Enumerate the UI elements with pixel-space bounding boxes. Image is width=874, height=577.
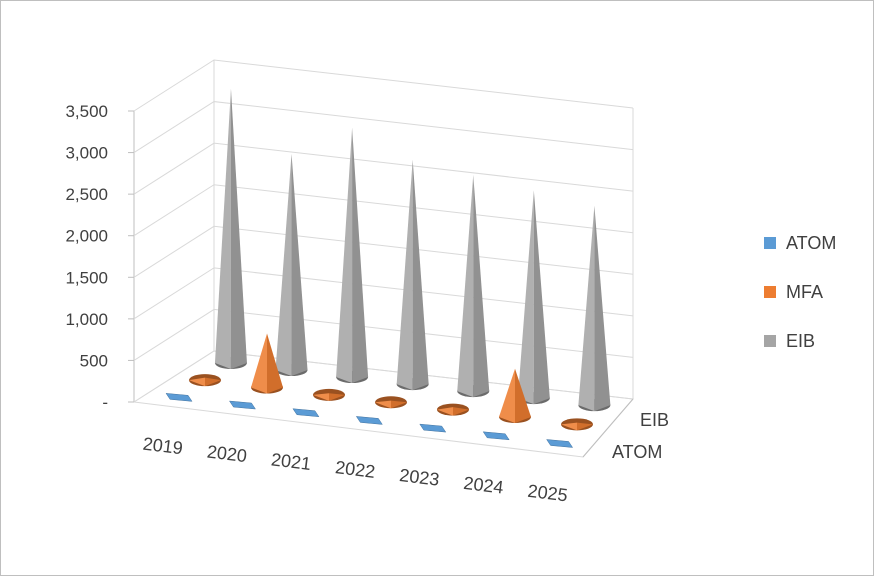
zero-marker: [292, 408, 320, 418]
cone-right-face: [594, 205, 611, 412]
cone-MFA-2024: [499, 368, 531, 423]
depth-tick-label: ATOM: [612, 442, 662, 462]
data-marks: [165, 88, 611, 448]
gridlines: [133, 59, 634, 403]
cone-left-face: [313, 393, 329, 401]
y-tick-label: 1,500: [65, 268, 108, 287]
cone-ATOM-2021: [292, 408, 320, 418]
x-tick-label: 2023: [398, 465, 440, 490]
cone-right-face: [230, 88, 247, 370]
cone-left-face: [189, 377, 205, 387]
y-tick-label: 2,000: [65, 227, 108, 246]
cone-ATOM-2025: [546, 439, 574, 448]
cone-MFA-2020: [251, 333, 283, 394]
cone-right-face: [453, 407, 469, 416]
cone-left-face: [437, 407, 453, 416]
cone-left-face: [251, 333, 267, 394]
gridline: [133, 59, 634, 112]
cone-EIB-2022: [396, 159, 429, 391]
cone-left-face: [275, 153, 292, 377]
cone-right-face: [577, 422, 593, 431]
cone-EIB-2024: [517, 190, 550, 405]
depth-axis-line: [582, 398, 634, 458]
cone-right-face: [329, 393, 345, 401]
cone-MFA-2019: [189, 374, 221, 387]
gridline: [133, 184, 634, 237]
gridline: [133, 308, 634, 361]
cone-EIB-2025: [578, 205, 611, 412]
cone-EIB-2020: [275, 153, 308, 377]
y-tick-label: 2,500: [65, 185, 108, 204]
cone-EIB-2019: [214, 88, 247, 370]
x-tick-label: 2021: [270, 449, 312, 474]
legend-label-MFA: MFA: [786, 282, 823, 302]
depth-axis-ticks: EIB ATOM: [582, 398, 669, 462]
cone-right-face: [352, 127, 369, 384]
cone-EIB-2021: [336, 127, 369, 384]
zero-marker: [482, 431, 510, 441]
cone-left-face: [517, 190, 534, 405]
cone-left-face: [336, 127, 353, 384]
zero-marker: [165, 393, 193, 402]
y-tick-label: 3,000: [65, 144, 108, 163]
cone-ATOM-2019: [165, 393, 193, 402]
cone-MFA-2022: [375, 396, 407, 409]
legend-label-ATOM: ATOM: [786, 233, 836, 253]
zero-marker: [419, 423, 447, 433]
y-axis-ticks: - 500 1,000 1,500 2,000 2,500 3,000 3,500: [65, 102, 134, 412]
legend-swatch-MFA: [764, 286, 776, 298]
cone-MFA-2025: [561, 418, 593, 431]
x-tick-label: 2025: [527, 481, 569, 506]
cone-left-face: [375, 400, 391, 409]
x-tick-label: 2019: [142, 434, 184, 459]
cone-left-face: [457, 174, 474, 398]
cone-right-face: [515, 368, 531, 423]
depth-tick-label: EIB: [640, 410, 669, 430]
gridline: [133, 225, 634, 278]
zero-marker: [228, 400, 256, 410]
x-tick-label: 2024: [462, 473, 504, 498]
cone-left-face: [578, 205, 595, 412]
cone-MFA-2023: [437, 403, 469, 416]
cone-right-face: [533, 190, 550, 405]
gridline: [133, 101, 634, 153]
gridline: [133, 350, 634, 403]
cone-right-face: [291, 153, 308, 377]
y-tick-label: -: [102, 393, 108, 412]
cone-ATOM-2022: [355, 416, 383, 425]
cone-left-face: [214, 88, 231, 370]
cone-EIB-2023: [457, 174, 490, 398]
legend-swatch-ATOM: [764, 237, 776, 249]
gridline: [133, 267, 634, 320]
cone-right-face: [473, 174, 490, 398]
cone-left-face: [561, 422, 577, 431]
cone-right-face: [205, 377, 221, 387]
cone-ATOM-2020: [228, 400, 256, 410]
legend: ATOM MFA EIB: [764, 233, 836, 351]
legend-label-EIB: EIB: [786, 331, 815, 351]
y-tick-label: 500: [80, 351, 108, 370]
cone-left-face: [499, 368, 515, 423]
cone-ATOM-2024: [482, 431, 510, 441]
y-tick-label: 1,000: [65, 310, 108, 329]
cone-ATOM-2023: [419, 423, 447, 433]
x-tick-label: 2020: [206, 441, 248, 466]
zero-marker: [546, 439, 574, 448]
gridline: [133, 142, 634, 195]
zero-marker: [355, 416, 383, 425]
cone-right-face: [412, 159, 429, 391]
cone-right-face: [267, 333, 283, 394]
x-axis-ticks: 2019 2020 2021 2022 2023 2024 2025: [142, 434, 569, 506]
x-tick-label: 2022: [334, 457, 376, 482]
cone-right-face: [391, 400, 407, 409]
y-tick-label: 3,500: [65, 102, 108, 121]
legend-swatch-EIB: [764, 335, 776, 347]
cone-MFA-2021: [313, 388, 345, 401]
cone-left-face: [396, 159, 413, 391]
